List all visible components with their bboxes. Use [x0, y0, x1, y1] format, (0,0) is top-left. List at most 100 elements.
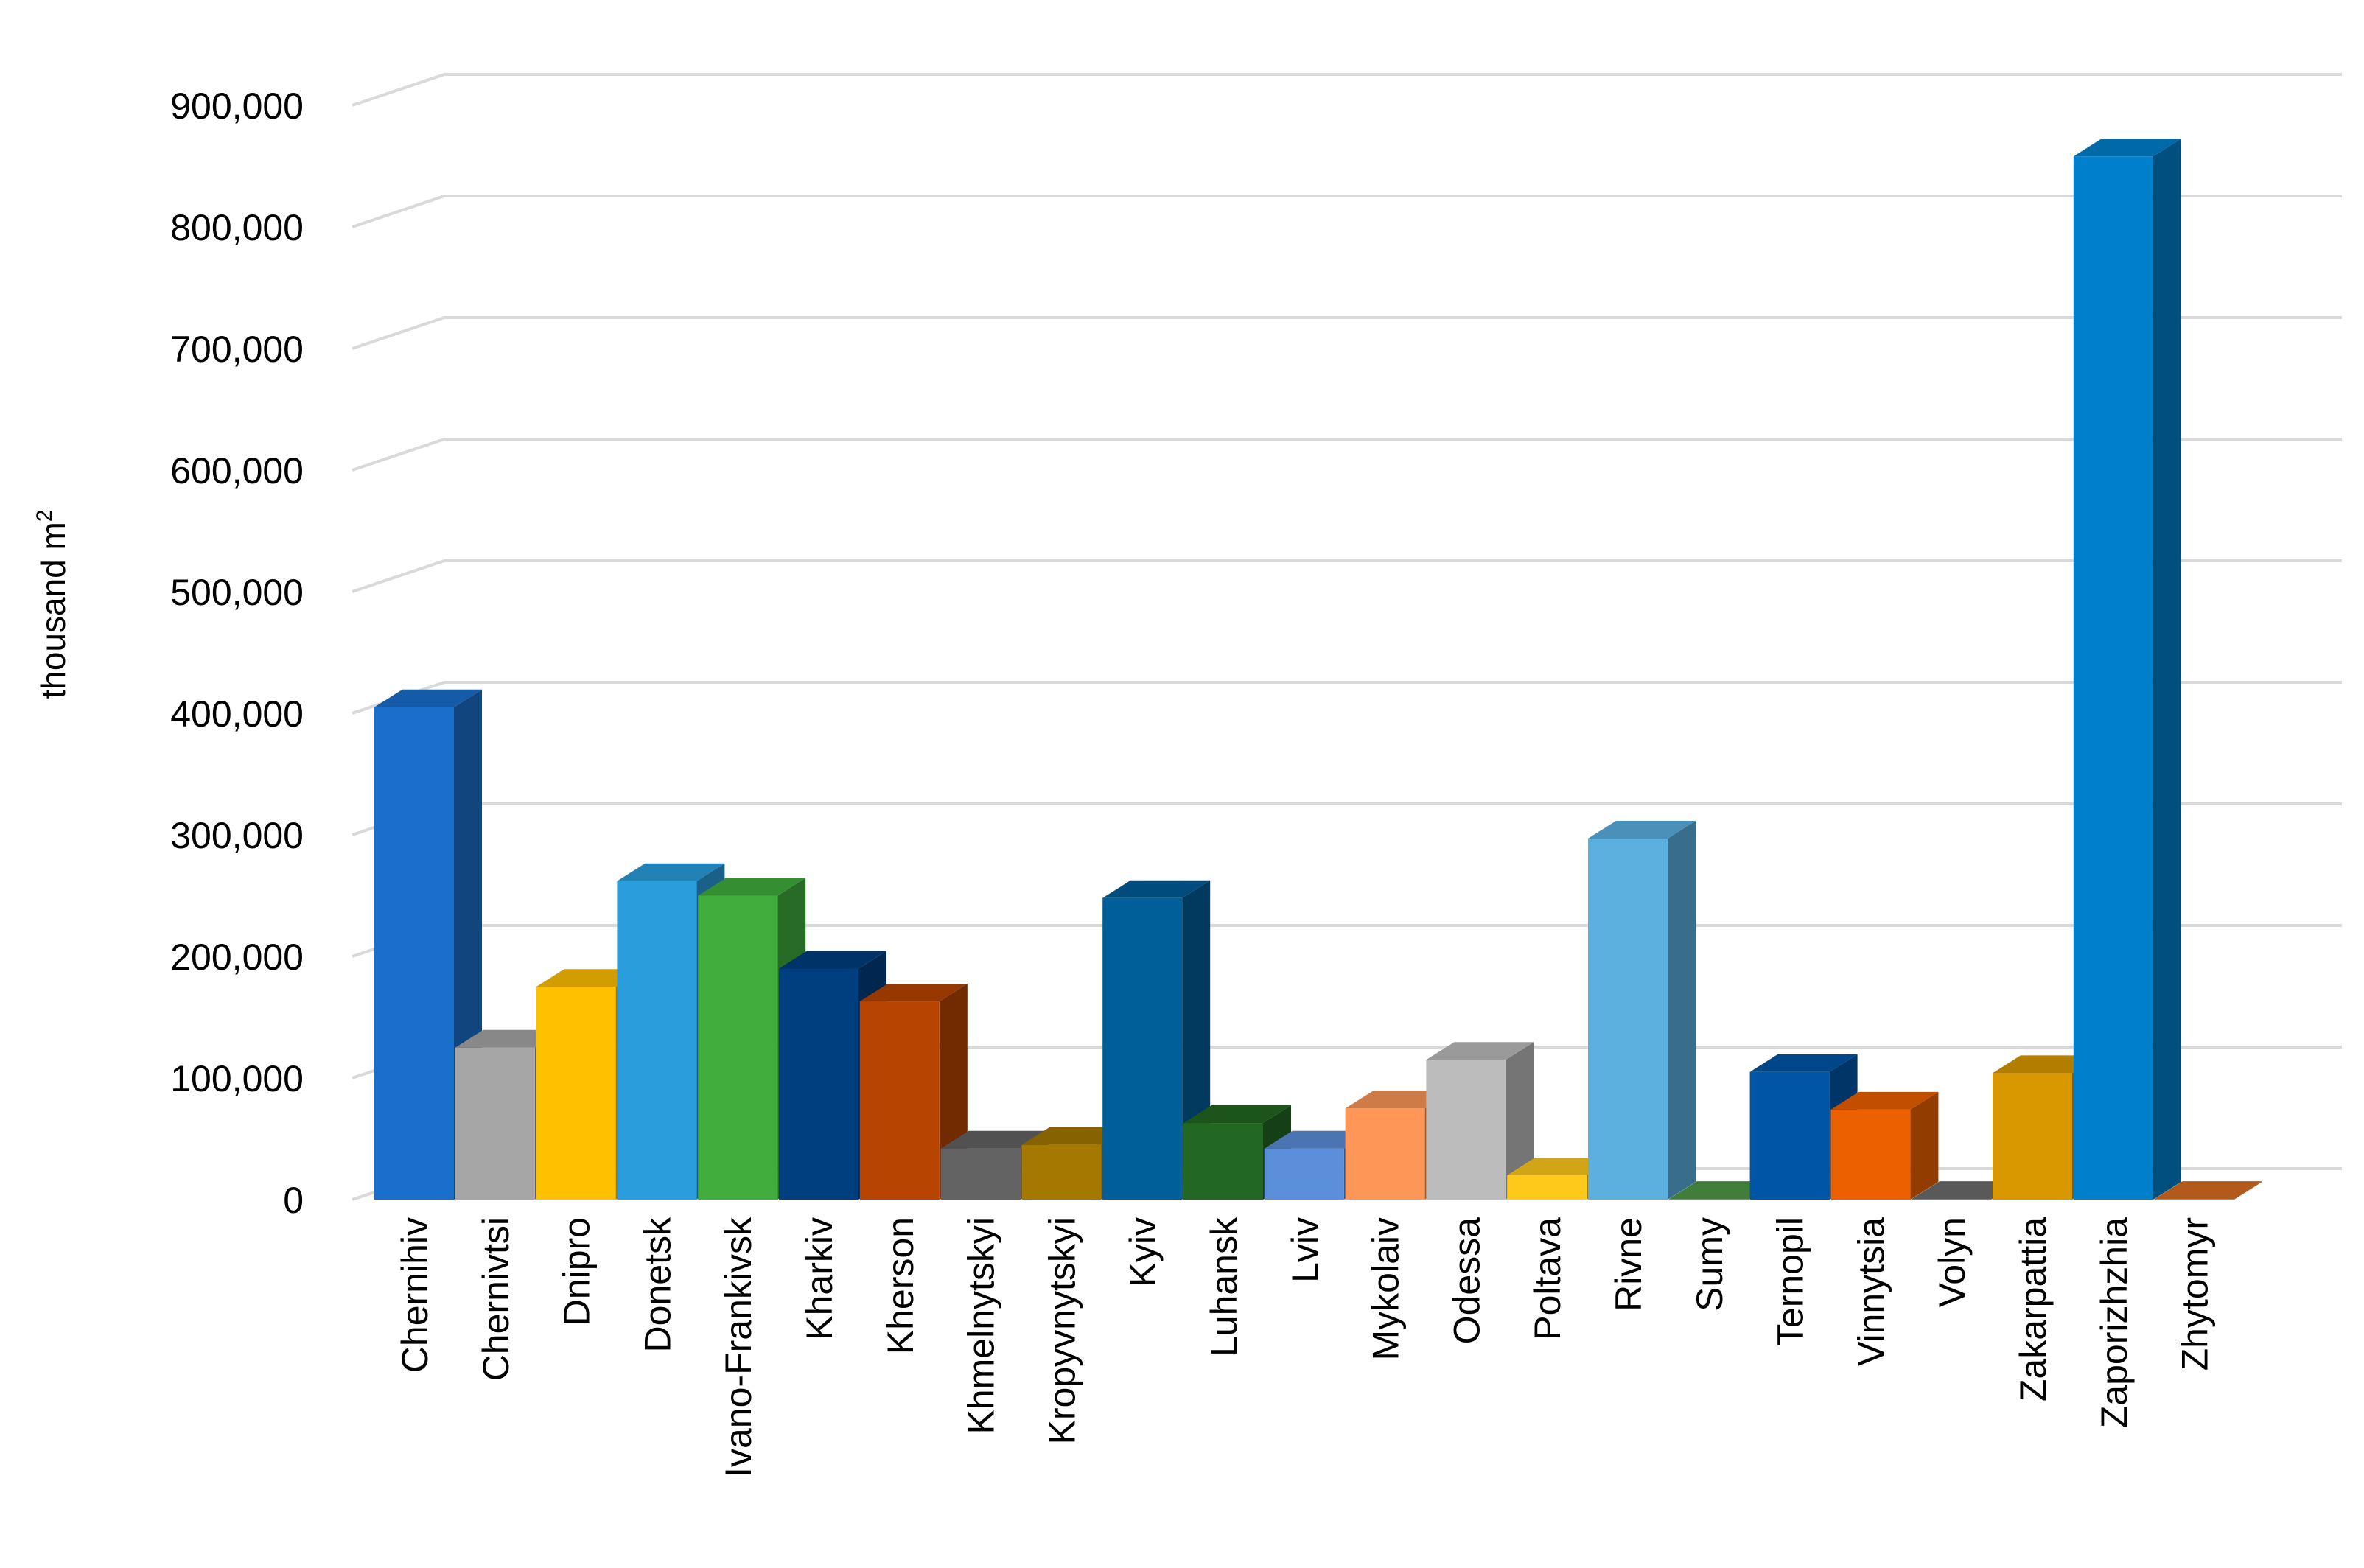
- bar-top: [1426, 1042, 1534, 1060]
- bar-zhytomyr: [2154, 1181, 2262, 1200]
- bar-front: [1749, 1071, 1830, 1200]
- bar-side: [1668, 820, 1696, 1200]
- bar-zaporizhzhia: [2073, 139, 2181, 1200]
- y-tick-label: 900,000: [170, 85, 304, 127]
- bar-top: [374, 689, 482, 707]
- bar-top: [1993, 1055, 2100, 1074]
- category-label: Kyiv: [1122, 1217, 1164, 1287]
- gridline: [352, 559, 2342, 593]
- category-label: Zakarpattia: [2012, 1217, 2054, 1401]
- bar-top: [455, 1029, 563, 1048]
- category-label: Kherson: [880, 1217, 921, 1354]
- bar-side: [1506, 1042, 1534, 1200]
- bar-front: [1588, 838, 1668, 1200]
- category-label: Poltava: [1527, 1217, 1568, 1340]
- bar-top: [1183, 1105, 1291, 1124]
- bar-top: [2154, 1181, 2262, 1200]
- y-tick-label: 400,000: [170, 693, 304, 735]
- bar-side: [1910, 1091, 1939, 1200]
- bar-front: [536, 987, 616, 1200]
- bar-top: [940, 1130, 1049, 1149]
- y-tick-label: 500,000: [170, 572, 304, 613]
- y-axis-ticks: 0 100,000 200,000 300,000 400,000 500,000 600,…: [170, 85, 304, 1221]
- bar-front: [455, 1047, 535, 1200]
- category-label: Mykolaiv: [1365, 1217, 1407, 1360]
- bar-top: [1345, 1091, 1453, 1109]
- category-label: Khmelnytskyi: [961, 1217, 1002, 1435]
- bar-top: [1588, 820, 1696, 839]
- bar-front: [1912, 1199, 1992, 1200]
- category-label: Chernivtsi: [475, 1217, 517, 1381]
- bar-vinnytsia: [1830, 1091, 1939, 1200]
- category-label: Luhansk: [1203, 1217, 1245, 1357]
- category-label: Ternopil: [1770, 1217, 1811, 1346]
- category-label: Chernihiv: [394, 1217, 436, 1373]
- bar-top: [1912, 1181, 2020, 1200]
- y-axis-title: thousand m2: [32, 509, 72, 699]
- category-label: Kharkiv: [799, 1217, 840, 1340]
- bar-odessa: [1426, 1042, 1534, 1200]
- category-label: Zaporizhzhia: [2094, 1217, 2135, 1428]
- bar-top: [2073, 139, 2181, 157]
- bar-top: [1668, 1181, 1777, 1200]
- bar-front: [1183, 1123, 1263, 1200]
- gridline: [352, 195, 2342, 228]
- bar-top: [536, 969, 644, 987]
- bar-front: [1021, 1144, 1102, 1200]
- gridline: [352, 73, 2342, 107]
- category-label: Dnipro: [556, 1217, 598, 1326]
- category-label: Ivano-Frankivsk: [718, 1217, 759, 1477]
- y-tick-label: 200,000: [170, 937, 304, 978]
- category-label: Lviv: [1284, 1217, 1326, 1283]
- bar-front: [1264, 1148, 1344, 1200]
- bar-front: [1668, 1199, 1749, 1200]
- gridline: [352, 316, 2342, 350]
- gridline: [352, 802, 2342, 836]
- y-tick-label: 300,000: [170, 815, 304, 856]
- bar-front: [1830, 1109, 1911, 1200]
- y-axis-title-superscript: 2: [32, 509, 57, 522]
- bar-top: [1264, 1130, 1372, 1149]
- bar-front: [2073, 156, 2153, 1200]
- category-label: Zhytomyr: [2175, 1217, 2216, 1371]
- y-tick-label: 0: [283, 1180, 304, 1221]
- bar-rivne: [1588, 820, 1696, 1200]
- bar-front: [1993, 1073, 2072, 1200]
- category-label: Rivne: [1608, 1217, 1649, 1312]
- bar-top: [779, 951, 886, 969]
- bar-top: [1021, 1127, 1130, 1145]
- bar-front: [1102, 897, 1183, 1200]
- category-label: Kropyvnytskyi: [1041, 1217, 1083, 1444]
- bar-front: [940, 1148, 1021, 1200]
- y-tick-label: 600,000: [170, 450, 304, 491]
- bar-top: [1830, 1091, 1939, 1110]
- category-labels: Chernihiv Chernivtsi Dnipro Donetsk Ivano-Fr…: [394, 1217, 2216, 1477]
- gridline: [352, 438, 2342, 472]
- bar-side: [2153, 139, 2181, 1200]
- bar-front: [698, 895, 778, 1200]
- bar-front: [374, 707, 454, 1200]
- bar-top: [617, 863, 725, 881]
- category-label: Donetsk: [637, 1217, 678, 1352]
- bar-top: [1507, 1158, 1615, 1175]
- bar-front: [1345, 1108, 1425, 1200]
- gridline: [352, 681, 2342, 715]
- bar-front: [1426, 1060, 1506, 1200]
- bar-front: [2154, 1199, 2234, 1200]
- bar-front: [779, 968, 858, 1200]
- y-tick-label: 700,000: [170, 329, 304, 370]
- bar-top: [859, 984, 968, 1002]
- bar-front: [1507, 1175, 1587, 1200]
- bar-ternopil: [1749, 1054, 1858, 1200]
- bar-front: [617, 881, 697, 1200]
- y-axis-title-text: thousand m: [34, 522, 72, 699]
- bar-top: [698, 878, 806, 896]
- y-tick-label: 800,000: [170, 207, 304, 248]
- bar-side: [2234, 1181, 2262, 1200]
- category-label: Volyn: [1931, 1217, 1973, 1307]
- bar-top: [1102, 880, 1211, 898]
- bars: [374, 139, 2262, 1200]
- category-label: Vinnytsia: [1850, 1217, 1892, 1366]
- category-label: Sumy: [1689, 1217, 1730, 1312]
